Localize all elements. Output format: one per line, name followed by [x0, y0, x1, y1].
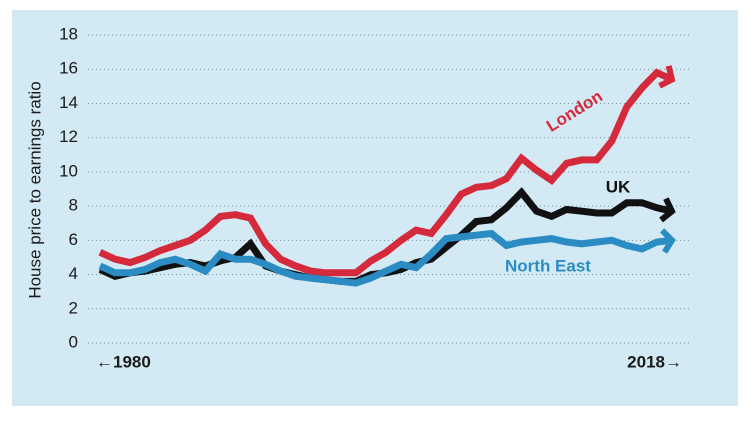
y-tick-label: 16: [59, 59, 78, 78]
y-axis-label: House price to earnings ratio: [25, 81, 44, 298]
series-label: UK: [606, 177, 631, 196]
arrow-head: [659, 197, 676, 223]
arrow-head: [658, 65, 676, 89]
x-tick-label: 2018→: [627, 352, 682, 371]
x-tick-label: ←1980: [96, 352, 151, 371]
y-tick-label: 18: [59, 24, 78, 43]
data-line: [98, 229, 673, 287]
y-tick-label: 14: [59, 93, 78, 112]
y-tick-label: 4: [69, 264, 78, 283]
data-line: [98, 68, 674, 277]
series-label: North East: [505, 256, 591, 275]
y-tick-label: 10: [59, 161, 78, 180]
y-tick-label: 6: [69, 230, 78, 249]
arrow-head: [659, 228, 676, 254]
y-tick-label: 2: [69, 298, 78, 317]
y-tick-label: 12: [59, 127, 78, 146]
y-tick-label: 0: [69, 332, 78, 351]
y-tick-label: 8: [69, 196, 78, 215]
